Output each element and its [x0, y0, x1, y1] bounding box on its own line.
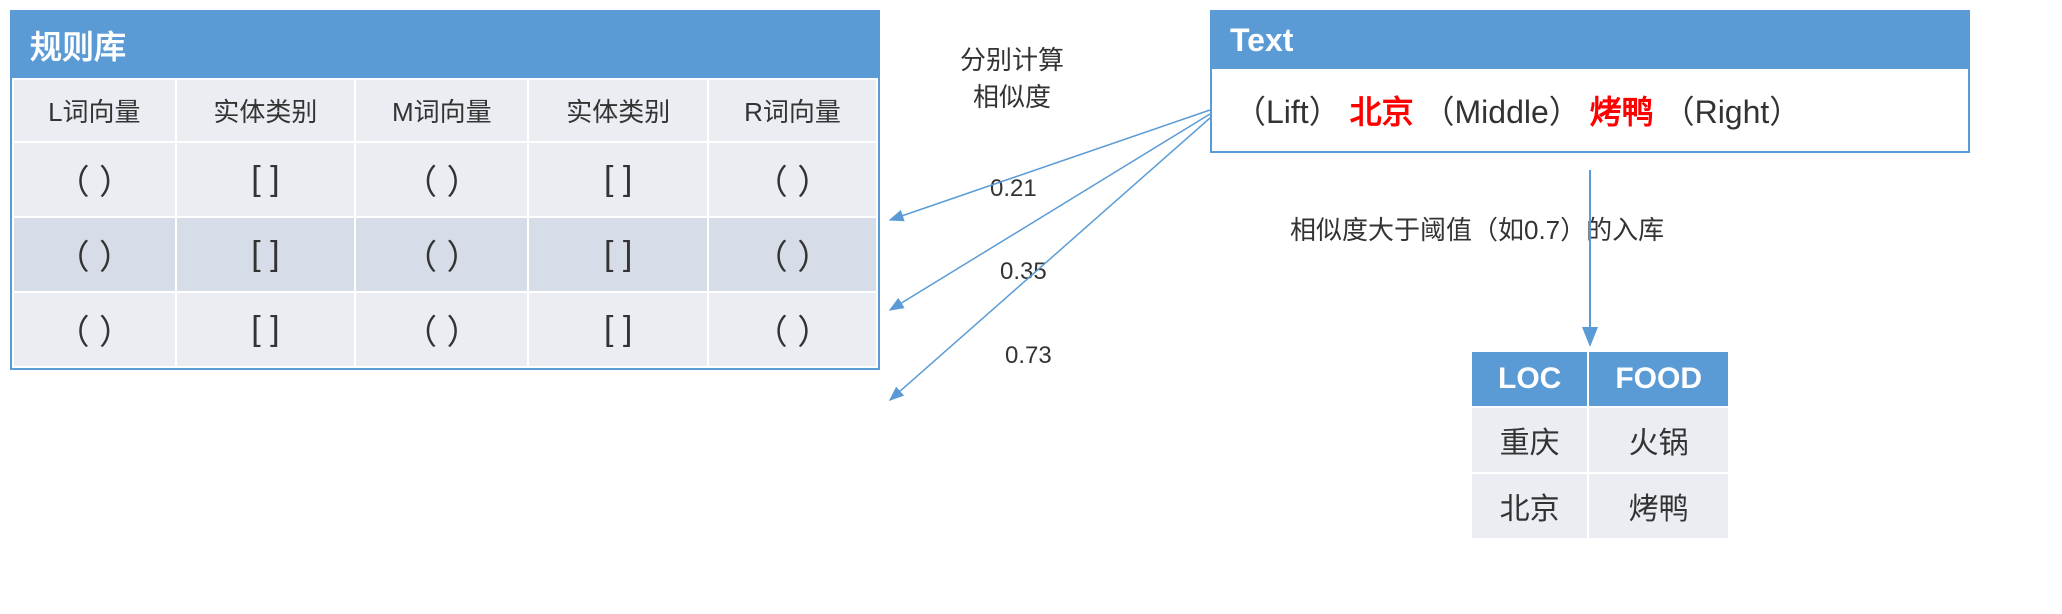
rule-table-header-row: L词向量 实体类别 M词向量 实体类别 R词向量 [13, 79, 877, 142]
rule-col-2: M词向量 [355, 79, 528, 142]
rule-col-0: L词向量 [13, 79, 176, 142]
rule-row-2: （ ） [ ] （ ） [ ] （ ） [13, 292, 877, 367]
text-content: （Lift） 北京 （Middle） 烤鸭 （Right） [1212, 69, 1968, 151]
rule-col-4: R词向量 [708, 79, 877, 142]
result-row-0: 重庆 火锅 [1471, 407, 1729, 473]
result-header-0: LOC [1471, 351, 1588, 407]
sim-value-2: 0.73 [1005, 342, 1052, 370]
result-table: LOC FOOD 重庆 火锅 北京 烤鸭 [1470, 350, 1730, 540]
rule-panel-title: 规则库 [12, 12, 878, 78]
rule-table: L词向量 实体类别 M词向量 实体类别 R词向量 （ ） [ ] （ ） [ ]… [12, 78, 878, 368]
result-row-1: 北京 烤鸭 [1471, 473, 1729, 539]
seg-1: 北京 [1350, 94, 1414, 130]
seg-4: （Right） [1663, 94, 1802, 130]
result-header-row: LOC FOOD [1471, 351, 1729, 407]
rule-row-1: （ ） [ ] （ ） [ ] （ ） [13, 217, 877, 292]
text-panel-title: Text [1212, 12, 1968, 69]
similarity-label: 分别计算 相似度 [960, 40, 1064, 114]
sim-arrow-1 [890, 114, 1210, 310]
seg-2: （Middle） [1423, 94, 1581, 130]
text-panel: Text （Lift） 北京 （Middle） 烤鸭 （Right） [1210, 10, 1970, 153]
rule-col-3: 实体类别 [528, 79, 708, 142]
sim-value-1: 0.35 [1000, 258, 1047, 286]
rule-panel: 规则库 L词向量 实体类别 M词向量 实体类别 R词向量 （ ） [ ] （ ）… [10, 10, 880, 370]
sim-value-0: 0.21 [990, 175, 1037, 203]
result-header-1: FOOD [1588, 351, 1729, 407]
threshold-label: 相似度大于阈值（如0.7）的入库 [1290, 210, 1664, 247]
seg-3: 烤鸭 [1590, 94, 1654, 130]
seg-0: （Lift） [1234, 94, 1341, 130]
sim-arrow-0 [890, 110, 1210, 220]
rule-row-0: （ ） [ ] （ ） [ ] （ ） [13, 142, 877, 217]
rule-col-1: 实体类别 [176, 79, 356, 142]
